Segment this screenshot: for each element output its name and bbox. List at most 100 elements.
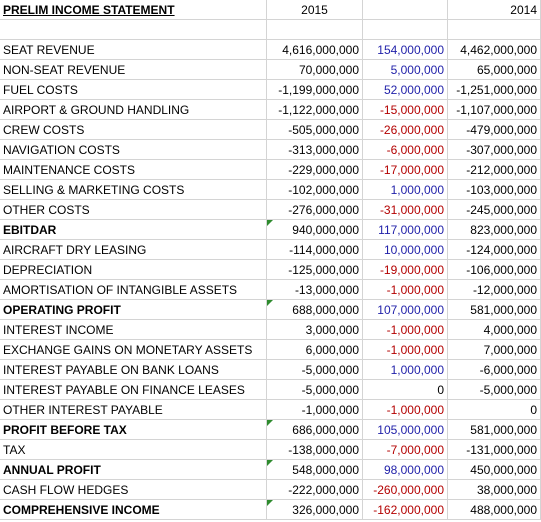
value-2014[interactable]: -124,000,000 — [448, 240, 541, 260]
value-change[interactable]: -31,000,000 — [363, 200, 448, 220]
value-change[interactable]: 10,000,000 — [363, 240, 448, 260]
value-change[interactable]: -15,000,000 — [363, 100, 448, 120]
blank-cell[interactable] — [267, 20, 363, 40]
row-label[interactable]: INTEREST PAYABLE ON BANK LOANS — [0, 360, 267, 380]
row-label[interactable]: EBITDAR — [0, 220, 267, 240]
row-label[interactable]: SEAT REVENUE — [0, 40, 267, 60]
row-label[interactable]: MAINTENANCE COSTS — [0, 160, 267, 180]
row-label[interactable]: PROFIT BEFORE TAX — [0, 420, 267, 440]
value-2014[interactable]: 0 — [448, 400, 541, 420]
row-label[interactable]: CREW COSTS — [0, 120, 267, 140]
value-2015[interactable]: 4,616,000,000 — [267, 40, 363, 60]
value-change[interactable]: -1,000,000 — [363, 320, 448, 340]
value-2014[interactable]: -103,000,000 — [448, 180, 541, 200]
value-2015[interactable]: 940,000,000 — [267, 220, 363, 240]
value-2015[interactable]: -1,122,000,000 — [267, 100, 363, 120]
row-label[interactable]: AIRPORT & GROUND HANDLING — [0, 100, 267, 120]
value-2014[interactable]: 4,462,000,000 — [448, 40, 541, 60]
row-label[interactable]: OPERATING PROFIT — [0, 300, 267, 320]
value-2015[interactable]: 6,000,000 — [267, 340, 363, 360]
value-change[interactable]: 107,000,000 — [363, 300, 448, 320]
value-2014[interactable]: 38,000,000 — [448, 480, 541, 500]
value-2014[interactable]: 450,000,000 — [448, 460, 541, 480]
value-2014[interactable]: -5,000,000 — [448, 380, 541, 400]
value-2015[interactable]: 688,000,000 — [267, 300, 363, 320]
value-2015[interactable]: 686,000,000 — [267, 420, 363, 440]
value-change[interactable]: 105,000,000 — [363, 420, 448, 440]
value-2015[interactable]: 548,000,000 — [267, 460, 363, 480]
value-2015[interactable]: -102,000,000 — [267, 180, 363, 200]
row-label[interactable]: INTEREST INCOME — [0, 320, 267, 340]
header-2014[interactable]: 2014 — [448, 0, 541, 20]
header-change[interactable] — [363, 0, 448, 20]
row-label[interactable]: TAX — [0, 440, 267, 460]
blank-cell[interactable] — [363, 20, 448, 40]
value-2015[interactable]: -505,000,000 — [267, 120, 363, 140]
value-2014[interactable]: 823,000,000 — [448, 220, 541, 240]
value-2014[interactable]: -6,000,000 — [448, 360, 541, 380]
value-2014[interactable]: -1,107,000,000 — [448, 100, 541, 120]
value-2015[interactable]: -5,000,000 — [267, 360, 363, 380]
row-label[interactable]: FUEL COSTS — [0, 80, 267, 100]
value-2014[interactable]: -212,000,000 — [448, 160, 541, 180]
row-label[interactable]: ANNUAL PROFIT — [0, 460, 267, 480]
value-2015[interactable]: -13,000,000 — [267, 280, 363, 300]
value-change[interactable]: -1,000,000 — [363, 280, 448, 300]
value-2014[interactable]: 488,000,000 — [448, 500, 541, 520]
value-change[interactable]: 1,000,000 — [363, 360, 448, 380]
value-change[interactable]: 1,000,000 — [363, 180, 448, 200]
value-2014[interactable]: -245,000,000 — [448, 200, 541, 220]
value-2014[interactable]: 65,000,000 — [448, 60, 541, 80]
value-2014[interactable]: 581,000,000 — [448, 420, 541, 440]
row-label[interactable]: SELLING & MARKETING COSTS — [0, 180, 267, 200]
row-label[interactable]: COMPREHENSIVE INCOME — [0, 500, 267, 520]
value-2014[interactable]: -106,000,000 — [448, 260, 541, 280]
value-change[interactable]: 0 — [363, 380, 448, 400]
value-change[interactable]: 117,000,000 — [363, 220, 448, 240]
value-change[interactable]: 98,000,000 — [363, 460, 448, 480]
value-change[interactable]: 5,000,000 — [363, 60, 448, 80]
value-2015[interactable]: 326,000,000 — [267, 500, 363, 520]
value-2015[interactable]: 70,000,000 — [267, 60, 363, 80]
value-2015[interactable]: -125,000,000 — [267, 260, 363, 280]
row-label[interactable]: INTEREST PAYABLE ON FINANCE LEASES — [0, 380, 267, 400]
value-2015[interactable]: -1,199,000,000 — [267, 80, 363, 100]
row-label[interactable]: OTHER INTEREST PAYABLE — [0, 400, 267, 420]
blank-cell[interactable] — [448, 20, 541, 40]
value-2014[interactable]: 4,000,000 — [448, 320, 541, 340]
value-change[interactable]: -17,000,000 — [363, 160, 448, 180]
value-change[interactable]: -6,000,000 — [363, 140, 448, 160]
value-change[interactable]: -26,000,000 — [363, 120, 448, 140]
sheet-title[interactable]: PRELIM INCOME STATEMENT — [0, 0, 267, 20]
value-2014[interactable]: 581,000,000 — [448, 300, 541, 320]
row-label[interactable]: EXCHANGE GAINS ON MONETARY ASSETS — [0, 340, 267, 360]
value-2015[interactable]: -222,000,000 — [267, 480, 363, 500]
value-2015[interactable]: -1,000,000 — [267, 400, 363, 420]
value-change[interactable]: -1,000,000 — [363, 340, 448, 360]
value-2015[interactable]: -229,000,000 — [267, 160, 363, 180]
value-change[interactable]: -260,000,000 — [363, 480, 448, 500]
value-2015[interactable]: -114,000,000 — [267, 240, 363, 260]
value-2014[interactable]: -131,000,000 — [448, 440, 541, 460]
value-change[interactable]: -19,000,000 — [363, 260, 448, 280]
value-change[interactable]: -1,000,000 — [363, 400, 448, 420]
row-label[interactable]: OTHER COSTS — [0, 200, 267, 220]
value-2014[interactable]: -479,000,000 — [448, 120, 541, 140]
header-2015[interactable]: 2015 — [267, 0, 363, 20]
value-2015[interactable]: -5,000,000 — [267, 380, 363, 400]
row-label[interactable]: NAVIGATION COSTS — [0, 140, 267, 160]
row-label[interactable]: CASH FLOW HEDGES — [0, 480, 267, 500]
value-2015[interactable]: 3,000,000 — [267, 320, 363, 340]
value-2015[interactable]: -138,000,000 — [267, 440, 363, 460]
row-label[interactable]: DEPRECIATION — [0, 260, 267, 280]
row-label[interactable]: AIRCRAFT DRY LEASING — [0, 240, 267, 260]
value-2014[interactable]: -1,251,000,000 — [448, 80, 541, 100]
value-change[interactable]: 52,000,000 — [363, 80, 448, 100]
value-change[interactable]: -162,000,000 — [363, 500, 448, 520]
value-2014[interactable]: 7,000,000 — [448, 340, 541, 360]
row-label[interactable]: NON-SEAT REVENUE — [0, 60, 267, 80]
row-label[interactable]: AMORTISATION OF INTANGIBLE ASSETS — [0, 280, 267, 300]
value-2015[interactable]: -313,000,000 — [267, 140, 363, 160]
blank-cell[interactable] — [0, 20, 267, 40]
value-change[interactable]: -7,000,000 — [363, 440, 448, 460]
